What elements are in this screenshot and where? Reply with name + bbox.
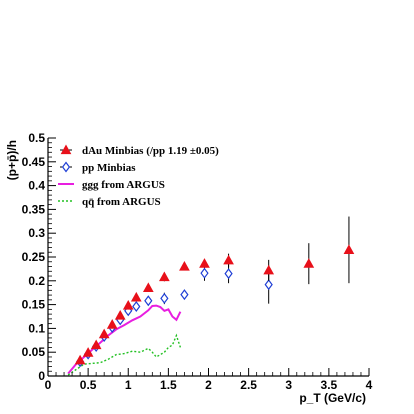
y-axis-title: (p+p̄)/h bbox=[5, 140, 19, 180]
legend-label: qq̄ from ARGUS bbox=[82, 196, 161, 208]
data-point-triangle bbox=[179, 260, 190, 271]
y-tick-label: 0.35 bbox=[22, 202, 46, 216]
x-tick-label: 3 bbox=[285, 378, 292, 392]
data-point-diamond bbox=[200, 267, 209, 279]
legend-label: pp Minbias bbox=[82, 162, 136, 174]
legend-label: dAu Minbias (/pp 1.19 ±0.05) bbox=[82, 145, 219, 157]
chart-axes: 0 0.5 1 1.5 2 2.5 3 3.5 4 0 0.05 0.1 0.15 0.2 0.25 0.3 0… bbox=[22, 131, 373, 392]
series-line bbox=[67, 333, 182, 376]
series-line bbox=[67, 304, 182, 375]
data-point-triangle bbox=[199, 258, 210, 268]
x-tick-label: 1.5 bbox=[160, 378, 177, 392]
data-point-triangle bbox=[90, 339, 102, 350]
x-axis-title: p_T (GeV/c) bbox=[299, 391, 366, 405]
x-tick-label: 4 bbox=[366, 378, 373, 392]
data-point-triangle bbox=[303, 258, 315, 268]
legend-marker-triangle bbox=[60, 144, 72, 155]
y-tick-label: 0.5 bbox=[28, 131, 45, 145]
data-point-triangle bbox=[98, 328, 110, 339]
data-point-diamond bbox=[264, 279, 273, 291]
data-point-triangle bbox=[114, 310, 126, 320]
y-tick-label: 0.25 bbox=[22, 250, 46, 264]
data-point-triangle bbox=[82, 347, 94, 357]
y-tick-label: 0.45 bbox=[22, 155, 46, 169]
data-point-triangle bbox=[74, 354, 86, 365]
data-point-diamond bbox=[160, 292, 169, 304]
data-point-triangle bbox=[343, 244, 355, 254]
data-point-diamond bbox=[132, 301, 141, 313]
y-tick-label: 0 bbox=[38, 369, 45, 383]
data-point-triangle bbox=[142, 282, 154, 293]
legend: dAu Minbias (/pp 1.19 ±0.05) pp Minbias gg… bbox=[58, 144, 219, 208]
data-point-triangle bbox=[223, 254, 234, 265]
x-tick-label: 0 bbox=[45, 378, 52, 392]
y-tick-label: 0.15 bbox=[22, 298, 46, 312]
chart-marks bbox=[67, 216, 355, 376]
data-point-triangle bbox=[130, 291, 142, 302]
x-tick-label: 3.5 bbox=[321, 378, 338, 392]
x-tick-label: 1 bbox=[125, 378, 132, 392]
data-point-triangle bbox=[106, 319, 118, 329]
y-tick-label: 0.2 bbox=[28, 274, 45, 288]
axis-titles: p_T (GeV/c) (p+p̄)/h bbox=[5, 140, 366, 405]
x-tick-label: 0.5 bbox=[80, 378, 97, 392]
legend-marker-diamond bbox=[61, 161, 71, 173]
data-point-diamond bbox=[180, 289, 189, 301]
y-tick-label: 0.4 bbox=[28, 179, 45, 193]
y-tick-label: 0.3 bbox=[28, 226, 45, 240]
data-point-diamond bbox=[224, 268, 233, 280]
data-point-diamond bbox=[144, 295, 153, 307]
legend-label: ggg from ARGUS bbox=[82, 179, 165, 191]
y-tick-label: 0.1 bbox=[28, 321, 45, 335]
y-tick-label: 0.05 bbox=[22, 345, 46, 359]
data-point-triangle bbox=[263, 264, 275, 275]
x-tick-label: 2.5 bbox=[240, 378, 257, 392]
data-point-triangle bbox=[159, 271, 170, 282]
data-point-triangle bbox=[122, 300, 134, 310]
x-tick-label: 2 bbox=[205, 378, 212, 392]
